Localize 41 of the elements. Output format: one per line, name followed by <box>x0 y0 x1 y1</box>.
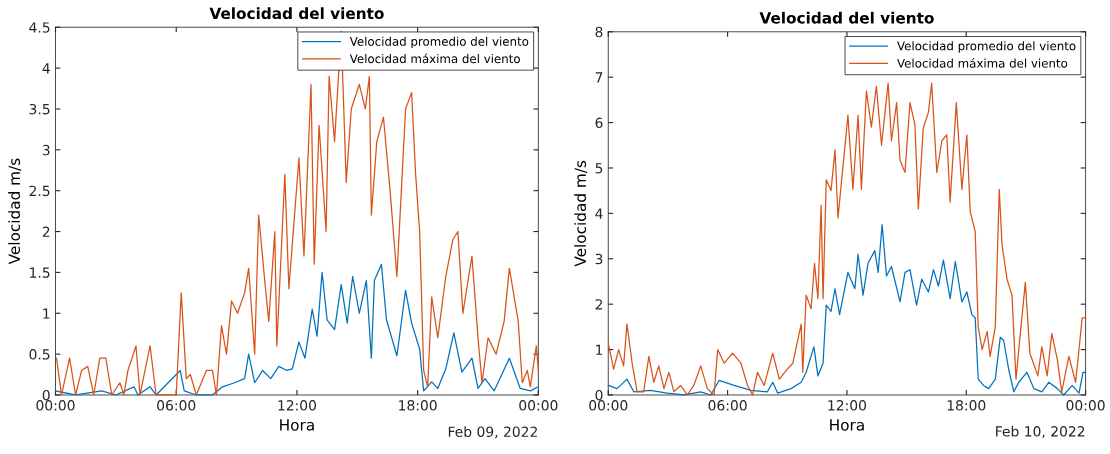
x-tick-label: 12:00 <box>828 400 867 411</box>
legend-label: Velocidad máxima del viento <box>897 58 1068 68</box>
y-tick-label: 5 <box>595 163 603 174</box>
y-tick-label: 2 <box>595 299 603 310</box>
y-tick-label: 4 <box>595 208 603 219</box>
x-tick-label: 18:00 <box>399 400 437 411</box>
y-tick-label: 4.5 <box>29 22 50 33</box>
y-axis-title: Velocidad m/s <box>574 160 588 267</box>
y-tick-label: 1.5 <box>30 267 50 278</box>
y-tick-label: 7 <box>595 72 603 83</box>
x-tick-label: 12:00 <box>278 400 317 411</box>
y-tick-label: 0 <box>595 389 603 401</box>
legend-label: Velocidad máxima del viento <box>349 53 520 64</box>
y-tick-label: 3 <box>42 144 50 156</box>
x-tick-label: 06:00 <box>157 400 196 411</box>
y-tick-label: 0.5 <box>29 349 50 360</box>
y-tick-label: 4 <box>42 63 50 74</box>
y-tick-label: 3 <box>595 253 603 265</box>
x-tick-label: 00:00 <box>589 400 628 411</box>
x-tick-label: 18:00 <box>947 400 986 411</box>
x-axis-title: Hora <box>280 419 314 431</box>
y-axis-title: Velocidad m/s <box>8 158 22 265</box>
y-tick-label: 8 <box>595 26 603 38</box>
y-tick-label: 1 <box>596 344 603 355</box>
text: Feb 09, 2022 <box>448 426 537 439</box>
x-tick-label: 00:00 <box>519 400 558 411</box>
y-tick-label: 3.5 <box>29 103 50 115</box>
legend-label: Velocidad promedio del viento <box>349 36 529 49</box>
y-tick-label: 2.5 <box>29 185 50 197</box>
x-tick-label: 00:00 <box>36 400 75 411</box>
text: Feb 10, 2022 <box>996 425 1085 439</box>
x-axis-title: Hora <box>830 419 864 431</box>
y-tick-label: 6 <box>595 117 603 129</box>
chart-title: Velocidad del viento <box>759 11 934 24</box>
y-tick-label: 0 <box>42 389 50 401</box>
x-tick-label: 06:00 <box>708 400 747 411</box>
y-tick-label: 2 <box>42 226 50 237</box>
legend-label: Velocidad promedio del viento <box>897 41 1076 53</box>
chart-title: Velocidad del viento <box>209 7 384 20</box>
y-tick-label: 1 <box>43 308 50 319</box>
x-tick-label: 00:00 <box>1066 400 1105 411</box>
